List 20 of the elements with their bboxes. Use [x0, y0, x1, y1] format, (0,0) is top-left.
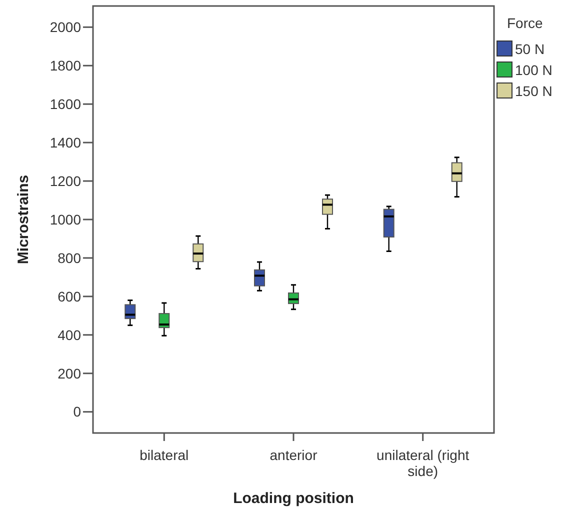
x-axis-title: Loading position — [233, 490, 354, 507]
y-tick-label: 0 — [73, 404, 82, 420]
y-tick-label: 1000 — [50, 211, 82, 228]
y-tick-label: 200 — [58, 365, 82, 382]
y-tick-label: 1600 — [50, 96, 82, 112]
y-tick-label: 1400 — [50, 134, 82, 150]
legend-title: Force — [507, 15, 543, 31]
y-tick-label: 400 — [58, 326, 82, 343]
legend-label: 50 N — [515, 40, 545, 57]
legend-label: 150 N — [515, 82, 552, 99]
legend-label: 100 N — [515, 62, 552, 78]
y-tick-label: 2000 — [50, 19, 82, 36]
x-tick-label: anterior — [270, 447, 318, 463]
y-tick-label: 1800 — [50, 58, 82, 74]
y-tick-label: 1200 — [50, 172, 82, 189]
y-axis-title: Microstrains — [15, 174, 32, 264]
x-tick-label: bilateral — [140, 447, 189, 463]
x-tick-label: unilateral (right side) — [376, 447, 470, 479]
y-tick-label: 600 — [58, 288, 82, 304]
y-tick-label: 800 — [58, 250, 82, 266]
